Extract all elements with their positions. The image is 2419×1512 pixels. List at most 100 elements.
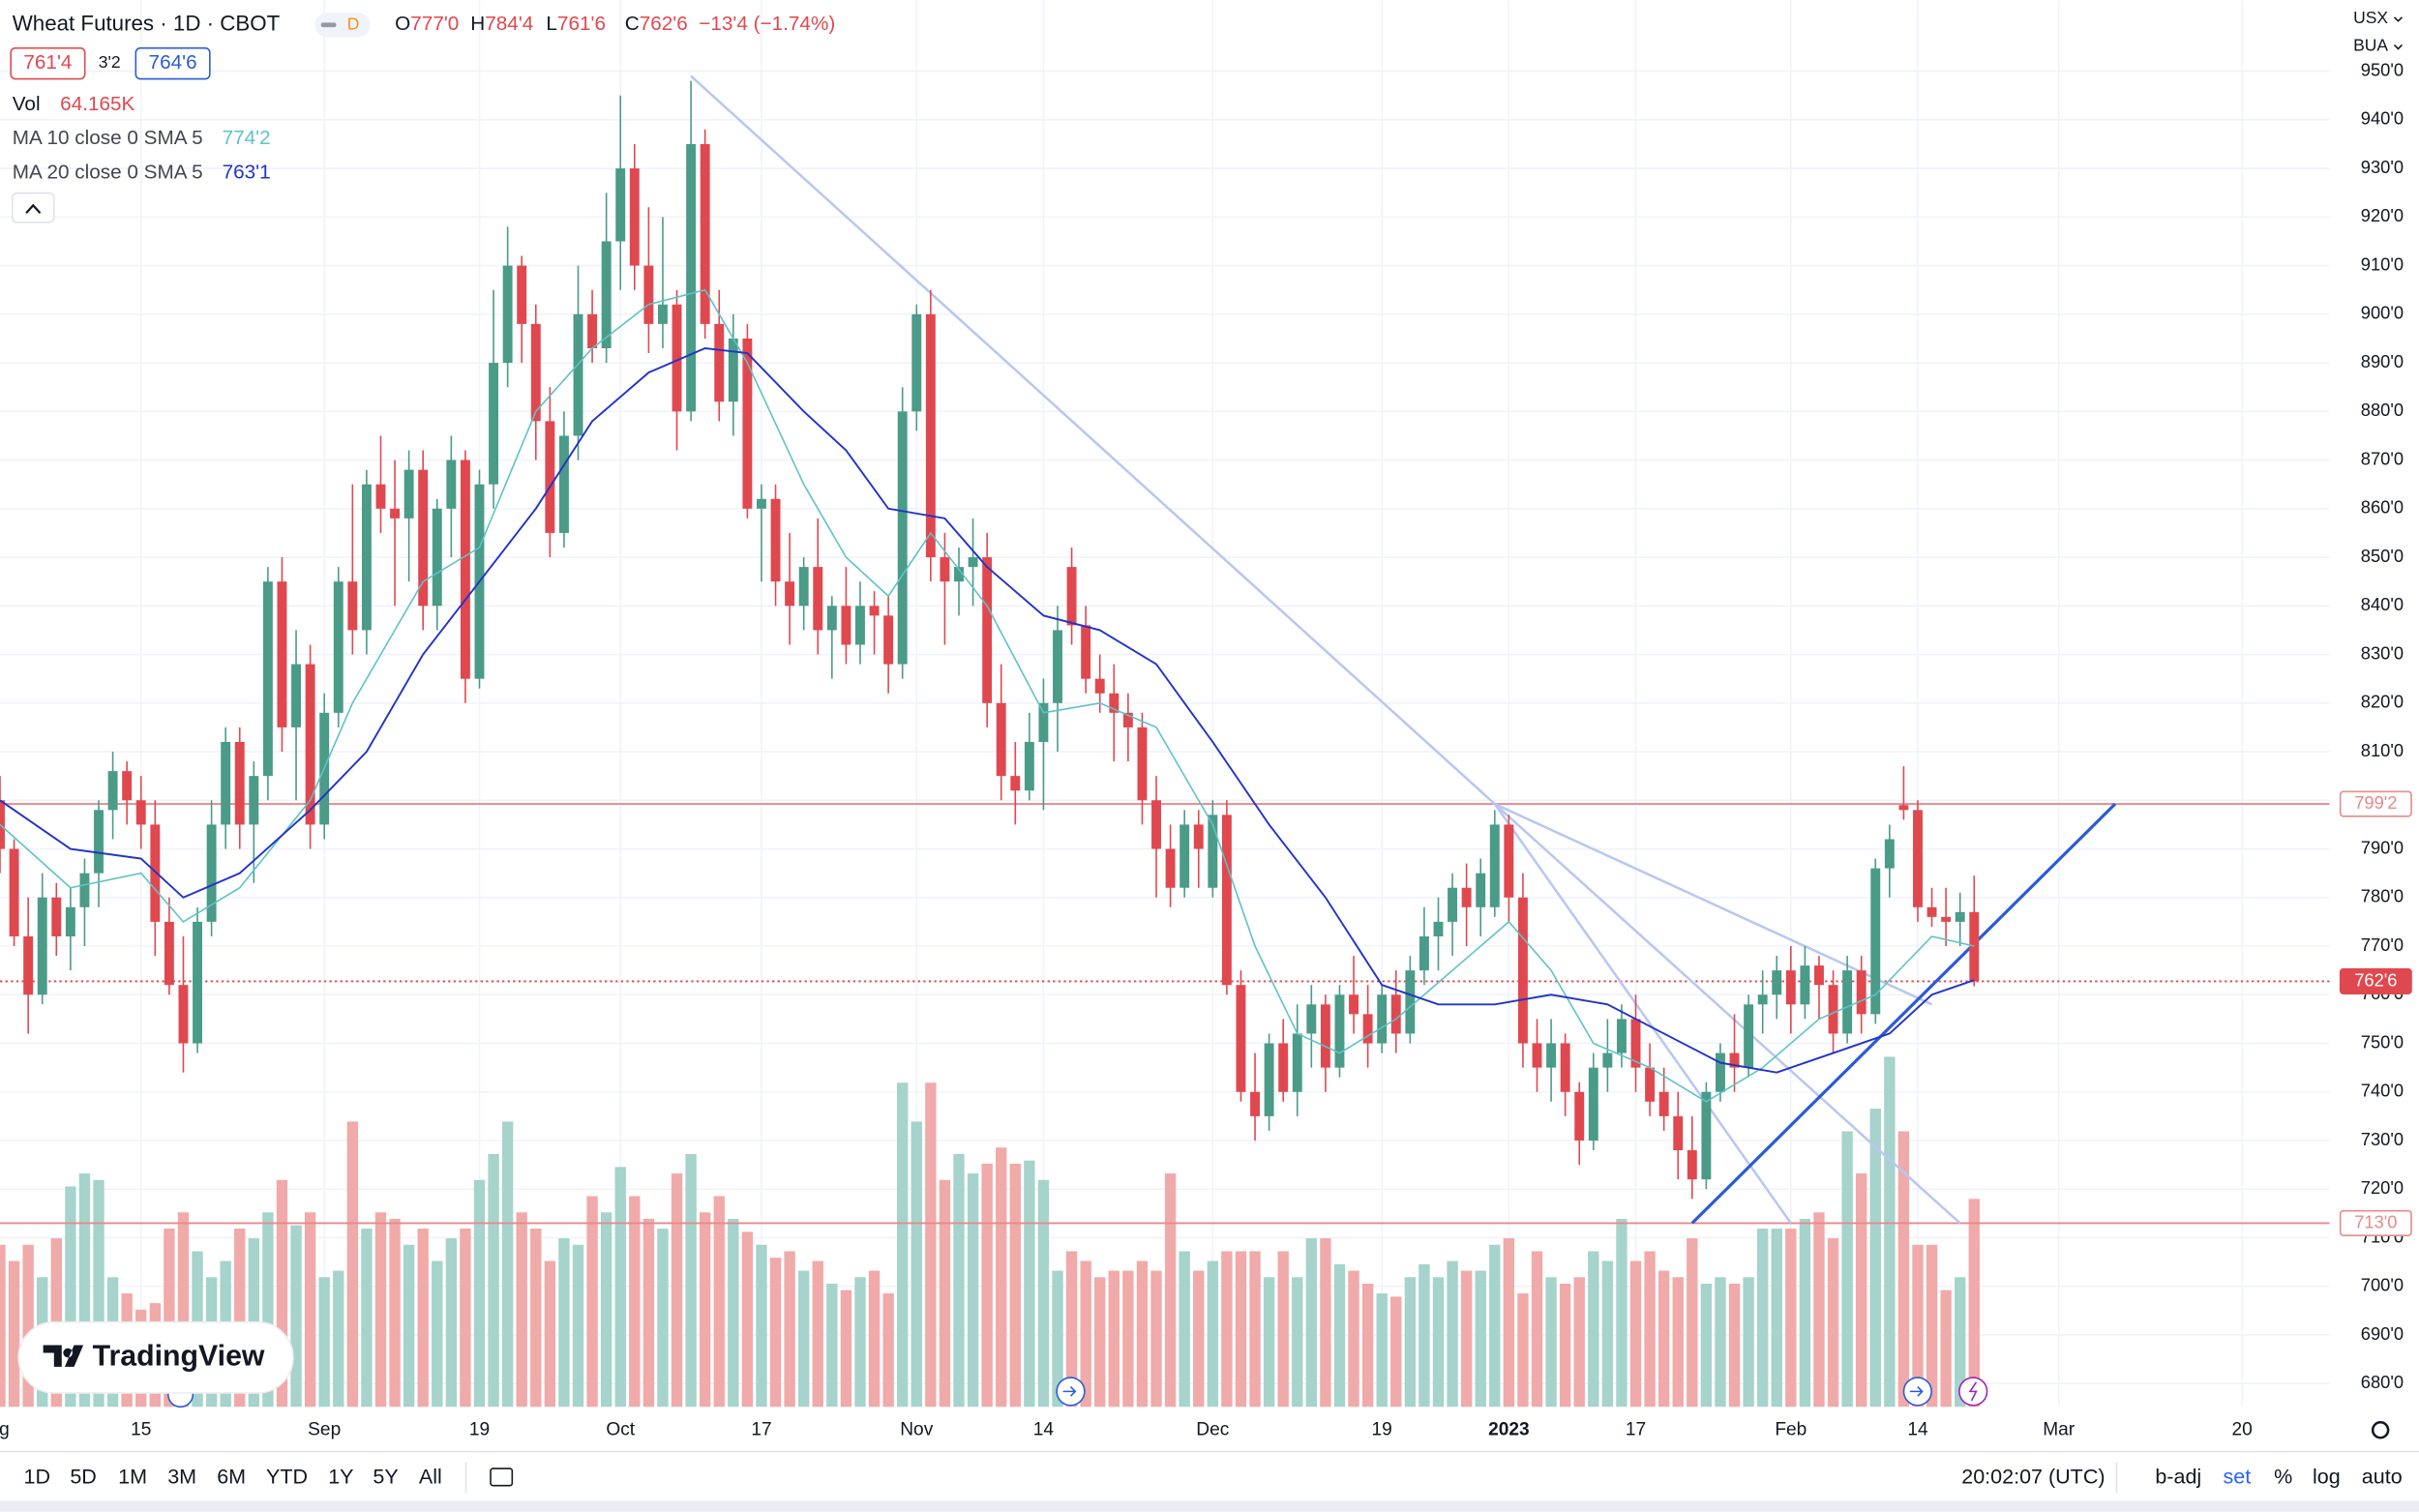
volume-bar — [304, 1212, 316, 1408]
candle-body — [601, 241, 612, 349]
volume-bar — [1305, 1238, 1318, 1408]
volume-bar — [1559, 1283, 1571, 1408]
volume-bar — [1179, 1251, 1190, 1408]
volume-bar — [177, 1212, 190, 1408]
volume-bar — [1361, 1283, 1374, 1408]
candle-body — [221, 741, 231, 825]
x-tick-label: Oct — [606, 1419, 635, 1439]
volume-bar — [1687, 1238, 1698, 1408]
volume-bar — [1912, 1244, 1924, 1408]
candle-body — [757, 498, 766, 509]
candle-body — [629, 168, 640, 266]
candle-body — [9, 848, 19, 936]
candle-body — [1772, 970, 1782, 995]
event-arrow — [1062, 1386, 1077, 1397]
volume-bar — [1065, 1251, 1078, 1408]
candle-body — [164, 921, 174, 986]
candle-body — [1165, 848, 1176, 888]
ma-line — [0, 288, 1975, 1103]
candle-body — [573, 313, 583, 436]
volume-bar — [728, 1218, 739, 1408]
scale-option[interactable]: auto — [2362, 1465, 2403, 1488]
range-button[interactable]: All — [419, 1465, 442, 1488]
volume-bar — [925, 1082, 937, 1408]
ohlc-value: 761'6 — [557, 13, 606, 35]
range-button[interactable]: 1Y — [328, 1465, 353, 1488]
candle-body — [1433, 921, 1444, 936]
volume-bar — [1545, 1277, 1557, 1408]
scale-option[interactable]: b-adj — [2155, 1465, 2201, 1488]
x-tick-label: 14 — [1033, 1419, 1055, 1439]
candle-body — [1800, 965, 1810, 1005]
candle-body — [686, 143, 697, 412]
volume-bar — [1292, 1277, 1303, 1408]
volume-bar — [953, 1153, 965, 1408]
volume-bar — [1573, 1277, 1585, 1408]
range-button[interactable]: YTD — [266, 1465, 308, 1488]
ask-box[interactable] — [134, 46, 211, 80]
volume-bar — [1785, 1229, 1797, 1408]
volume-bar — [1136, 1260, 1149, 1408]
volume-bar — [699, 1212, 711, 1408]
volume-bar — [1897, 1131, 1910, 1408]
candle-body — [643, 265, 654, 324]
volume-bar — [614, 1167, 626, 1408]
y-tick-label: 790'0 — [2361, 837, 2404, 857]
x-tick-label: 17 — [1626, 1419, 1646, 1439]
clock[interactable]: 20:02:07 (UTC) — [1961, 1465, 2105, 1488]
unit[interactable]: BUA — [2353, 36, 2388, 55]
volume-bar — [1517, 1293, 1529, 1408]
scale-option[interactable]: log — [2313, 1465, 2341, 1488]
candle-body — [305, 664, 315, 825]
x-tick-label: Sep — [308, 1419, 341, 1439]
volume-bar — [769, 1258, 782, 1408]
range-button[interactable]: 1D — [24, 1465, 51, 1488]
x-tick-label: Dec — [1196, 1419, 1229, 1439]
currency[interactable]: USX — [2353, 8, 2388, 27]
candle-body — [657, 304, 668, 324]
candle-body — [1053, 630, 1062, 703]
range-button[interactable]: 5Y — [373, 1465, 398, 1488]
candle-body — [1602, 1052, 1613, 1068]
candle-body — [1151, 800, 1161, 849]
ma20-last: 763'1 — [223, 161, 271, 183]
volume-bar — [1460, 1270, 1473, 1408]
ma-line — [0, 347, 1975, 1074]
candle-body — [841, 606, 851, 645]
x-tick-label: Feb — [1775, 1419, 1807, 1439]
volume-bar — [642, 1218, 655, 1408]
volume-bar — [488, 1153, 499, 1408]
volume-bar — [389, 1218, 401, 1408]
y-tick-label: 810'0 — [2361, 740, 2404, 760]
candle-body — [1955, 911, 1965, 922]
volume-layer — [0, 1056, 1980, 1408]
volume-bar — [1447, 1260, 1458, 1408]
range-button[interactable]: 5D — [70, 1465, 97, 1488]
bid-box[interactable] — [10, 46, 86, 80]
candle-body — [249, 776, 259, 825]
ma20-legend: MA 20 close 0 SMA 5 — [13, 161, 203, 183]
logo-badge[interactable] — [17, 1320, 294, 1394]
scale-option[interactable]: set — [2224, 1465, 2252, 1488]
volume-bar — [868, 1270, 881, 1408]
volume-bar — [1235, 1251, 1247, 1408]
volume-bar — [1122, 1270, 1134, 1408]
y-tick-label: 950'0 — [2361, 59, 2404, 79]
volume-bar — [1009, 1163, 1021, 1408]
date-range-icon[interactable] — [490, 1468, 514, 1487]
settings-icon[interactable] — [2371, 1421, 2390, 1439]
y-tick-label: 880'0 — [2361, 400, 2404, 420]
candle-body — [107, 771, 118, 811]
y-tick-label: 720'0 — [2361, 1177, 2404, 1198]
range-button[interactable]: 1M — [118, 1465, 147, 1488]
candle-body — [502, 265, 513, 364]
range-button[interactable]: 6M — [217, 1465, 246, 1488]
candle-body — [1504, 824, 1514, 898]
collapse-button[interactable] — [11, 192, 55, 223]
y-tick-label: 920'0 — [2361, 205, 2404, 225]
scale-option[interactable]: % — [2274, 1465, 2292, 1488]
range-button[interactable]: 3M — [167, 1465, 196, 1488]
volume-bar — [854, 1277, 866, 1408]
volume-bar — [1489, 1244, 1501, 1408]
